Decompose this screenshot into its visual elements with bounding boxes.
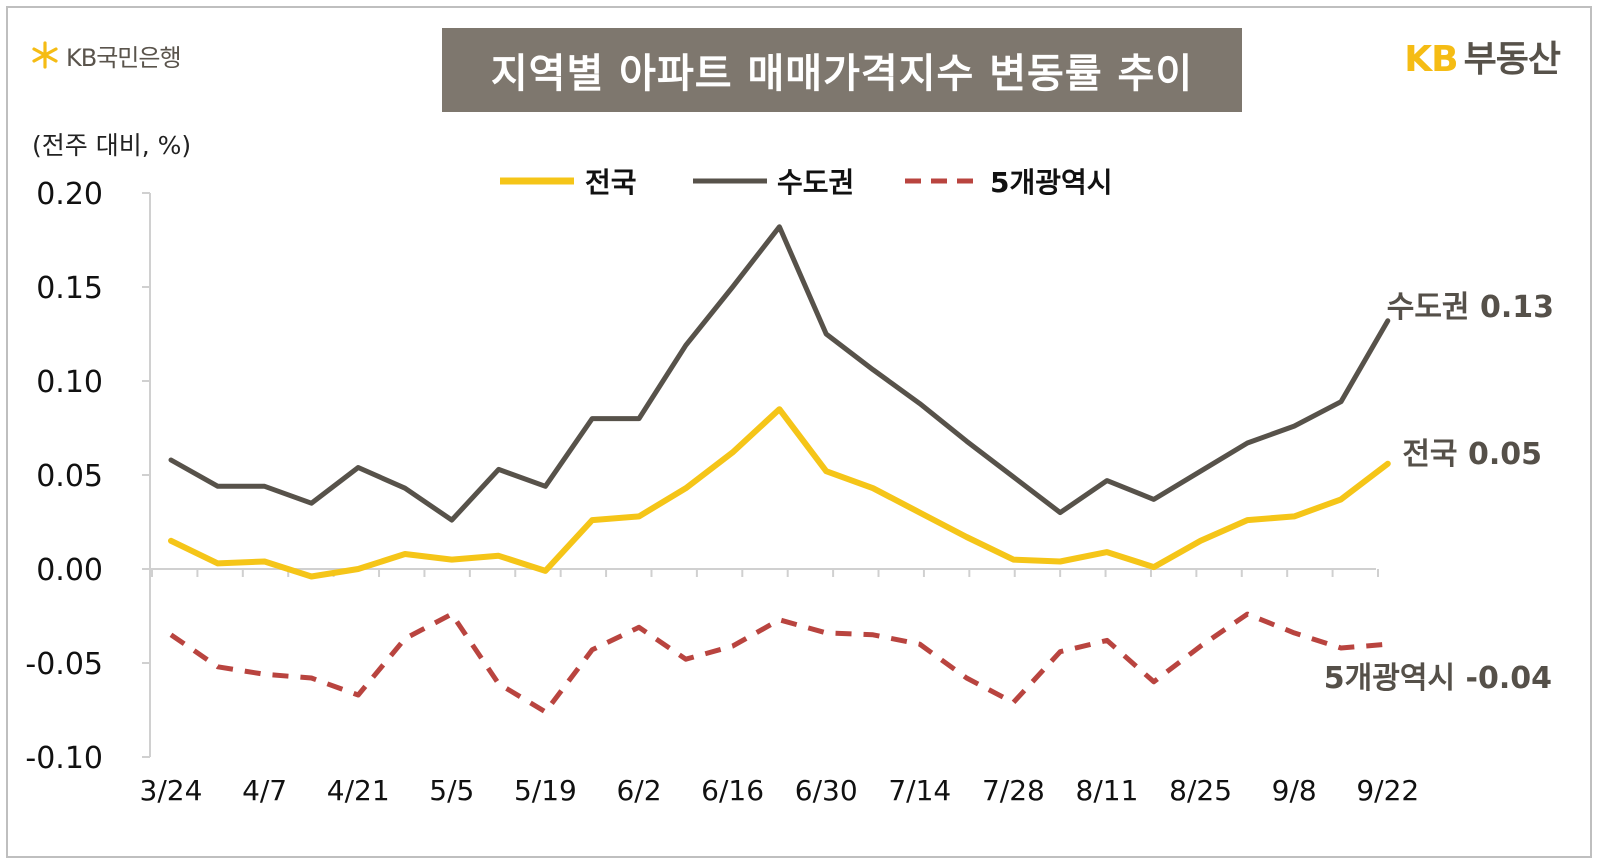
y-tick-label: -0.10 (25, 741, 103, 776)
x-tick-label: 7/14 (888, 774, 951, 807)
x-tick-label: 9/22 (1356, 774, 1419, 807)
legend-national-label: 전국 (585, 166, 637, 199)
y-tick-label: 0.10 (36, 365, 103, 400)
kb-star-icon (32, 41, 58, 69)
x-tick-label: 6/30 (795, 774, 858, 807)
y-tick-label: 0.15 (36, 271, 103, 306)
x-tick-label: 5/5 (429, 774, 474, 807)
capital-end-label: 수도권 0.13 (1387, 290, 1554, 325)
chart-frame (6, 6, 1592, 858)
x-tick-label: 4/7 (242, 774, 287, 807)
x-tick-label: 8/25 (1169, 774, 1232, 807)
x-tick-label: 3/24 (140, 774, 203, 807)
y-tick-label: 0.05 (36, 459, 103, 494)
kb-real-estate-logo: KB 부동산 (1404, 30, 1561, 82)
x-tick-label: 7/28 (982, 774, 1045, 807)
x-tick-label: 6/16 (701, 774, 764, 807)
metro5-end-label: 5개광역시 -0.04 (1324, 661, 1552, 696)
capital-series-line (168, 224, 1391, 523)
x-tick-label: 5/19 (514, 774, 577, 807)
x-tick-label: 4/21 (327, 774, 390, 807)
legend-capital-label: 수도권 (777, 166, 854, 199)
brand-kb: KB (1404, 39, 1458, 80)
metro5-series-line (169, 611, 1389, 715)
y-tick-label: -0.05 (25, 647, 103, 682)
x-tick-label: 8/11 (1076, 774, 1139, 807)
legend-metro5-label: 5개광역시 (990, 166, 1113, 199)
y-axis-unit-label: (전주 대비, %) (32, 131, 192, 160)
national-series-line (168, 406, 1391, 580)
kb-bank-logo: KB국민은행 (30, 38, 182, 72)
brand-name: 부동산 (1463, 39, 1561, 80)
x-tick-label: 6/2 (616, 774, 661, 807)
bank-name: KB국민은행 (66, 43, 182, 72)
y-tick-label: 0.20 (36, 177, 103, 212)
national-end-label: 전국 0.05 (1402, 437, 1542, 472)
x-tick-label: 9/8 (1272, 774, 1317, 807)
chart-title: 지역별 아파트 매매가격지수 변동률 추이 (442, 28, 1242, 112)
y-tick-label: 0.00 (36, 553, 103, 588)
